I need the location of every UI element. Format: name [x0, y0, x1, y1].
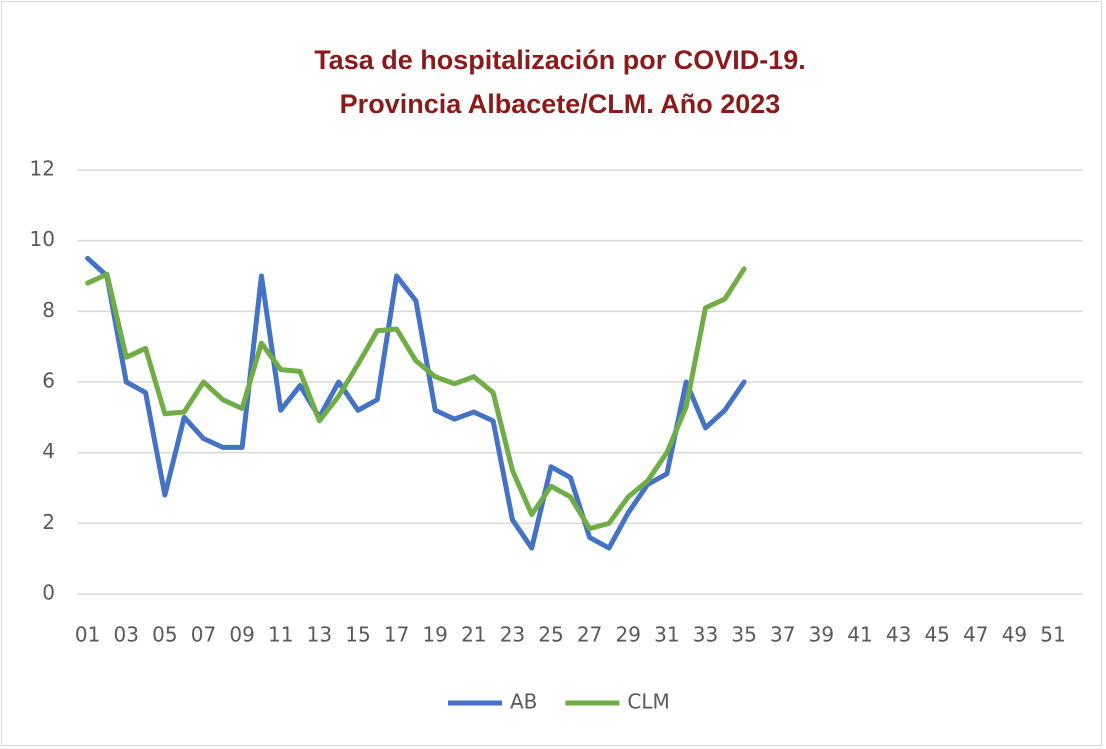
data-line [85, 266, 747, 532]
x-tick-label: 13 [307, 623, 332, 647]
y-tick-label: 12 [30, 157, 55, 181]
x-tick-label: 17 [384, 623, 409, 647]
legend-label: AB [510, 690, 537, 714]
y-tick-label: 4 [42, 439, 55, 463]
x-tick-label: 03 [114, 623, 139, 647]
x-tick-label: 41 [847, 623, 872, 647]
x-tick-label: 27 [577, 623, 602, 647]
x-tick-label: 43 [886, 623, 911, 647]
x-tick-label: 25 [538, 623, 563, 647]
x-tick-label: 07 [191, 623, 216, 647]
x-tick-label: 23 [500, 623, 525, 647]
x-tick-label: 35 [731, 623, 756, 647]
chart-title: Tasa de hospitalización por COVID-19. [314, 45, 806, 75]
legend-label: CLM [627, 690, 669, 714]
x-tick-label: 19 [422, 623, 447, 647]
x-tick-label: 29 [616, 623, 641, 647]
x-tick-label: 45 [924, 623, 949, 647]
x-tick-label: 01 [75, 623, 100, 647]
y-tick-label: 0 [42, 581, 55, 605]
chart-title: Provincia Albacete/CLM. Año 2023 [340, 89, 781, 119]
y-tick-label: 10 [30, 227, 55, 251]
x-tick-label: 05 [152, 623, 177, 647]
x-tick-label: 39 [809, 623, 834, 647]
data-line [85, 255, 747, 551]
y-tick-label: 6 [42, 369, 55, 393]
x-tick-label: 51 [1040, 623, 1065, 647]
x-tick-label: 11 [268, 623, 293, 647]
x-tick-label: 33 [693, 623, 718, 647]
x-tick-label: 31 [654, 623, 679, 647]
x-tick-label: 49 [1002, 623, 1027, 647]
x-tick-label: 37 [770, 623, 795, 647]
y-tick-label: 2 [42, 510, 55, 534]
y-tick-label: 8 [42, 298, 55, 322]
x-tick-label: 47 [963, 623, 988, 647]
x-tick-label: 21 [461, 623, 486, 647]
x-tick-label: 09 [229, 623, 254, 647]
x-tick-label: 15 [345, 623, 370, 647]
